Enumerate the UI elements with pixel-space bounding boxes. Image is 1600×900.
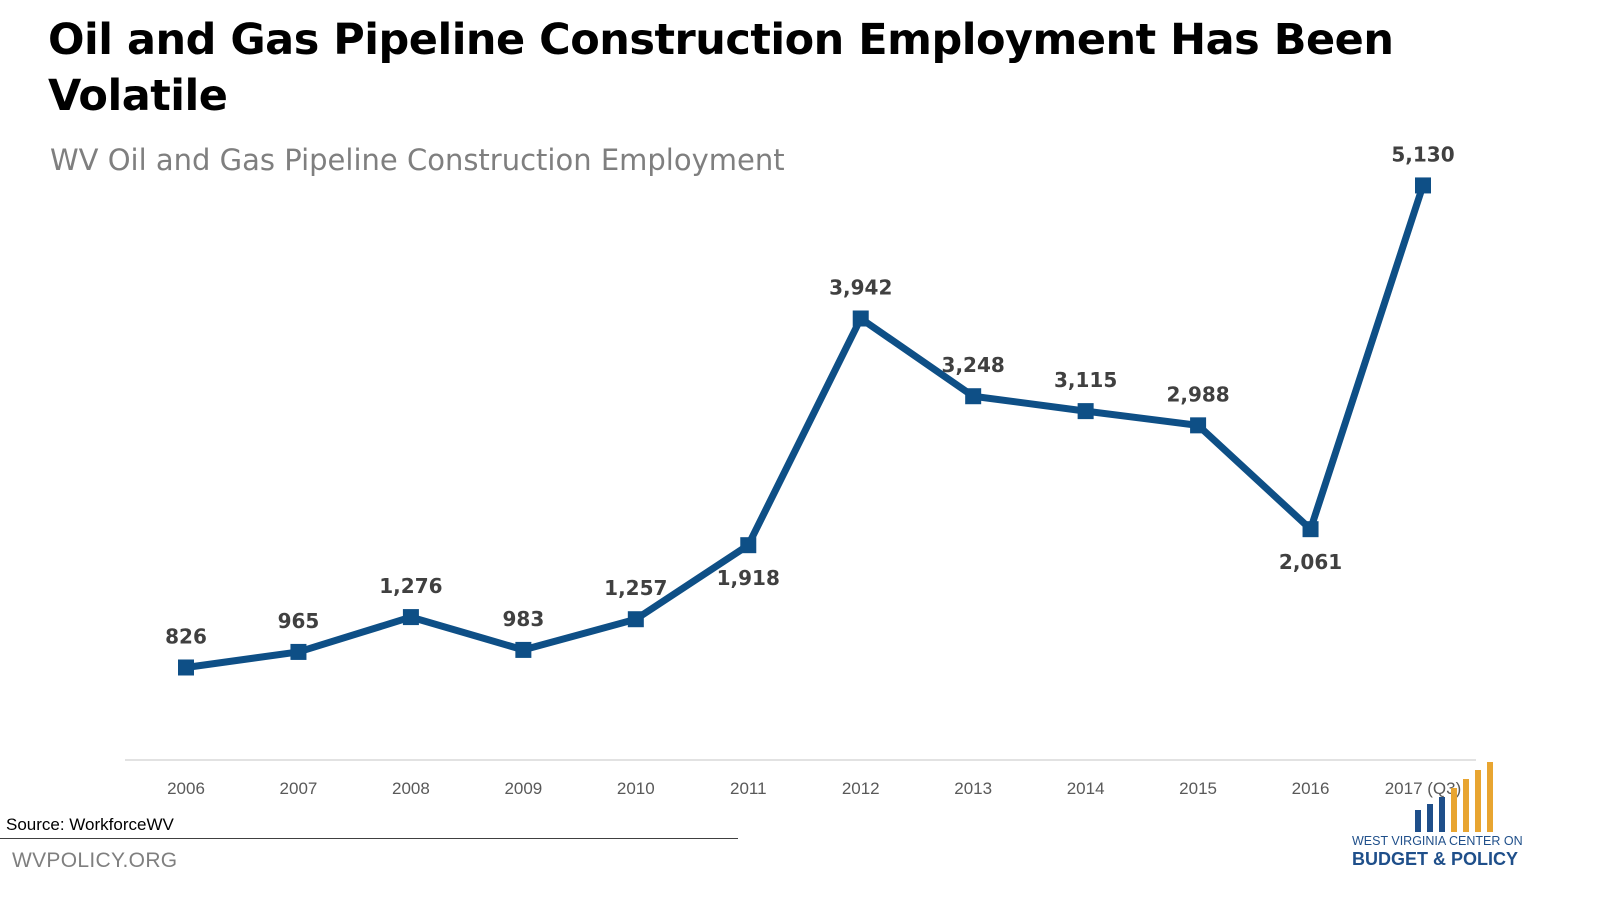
x-tick-label: 2007 (280, 779, 318, 798)
data-point-marker (1415, 177, 1431, 194)
footer-divider (0, 838, 738, 839)
data-label: 3,942 (829, 275, 892, 299)
logo-text-line2: BUDGET & POLICY (1352, 849, 1519, 869)
logo-bar (1463, 779, 1469, 832)
data-point-marker (740, 537, 757, 554)
x-tick-label: 2012 (842, 779, 880, 798)
footer-url: WVPOLICY.ORG (12, 849, 178, 872)
x-tick-label: 2017 (Q3) (1385, 779, 1462, 798)
series-line (182, 181, 1427, 671)
x-tick-label: 2010 (617, 779, 655, 798)
data-point-marker (627, 611, 644, 628)
x-axis-tick-labels: 2006 2007 2008 2009 2010 2011 2012 2013 2014 2015… (167, 779, 1461, 798)
chart-subtitle: WV Oil and Gas Pipeline Construction Emp… (50, 143, 785, 177)
logo-bar (1415, 810, 1421, 832)
data-point-marker (515, 641, 532, 658)
data-label: 2,988 (1166, 382, 1229, 406)
logo-bar (1439, 797, 1445, 832)
data-label: 1,276 (379, 574, 442, 598)
data-label: 1,257 (604, 576, 667, 600)
x-tick-label: 2016 (1292, 779, 1330, 798)
x-tick-label: 2009 (504, 779, 542, 798)
slide-title: Oil and Gas Pipeline Construction Employ… (48, 15, 1394, 121)
data-label: 5,130 (1391, 142, 1454, 166)
data-label: 2,061 (1279, 550, 1342, 574)
x-tick-label: 2011 (730, 779, 767, 798)
data-labels: 826 965 1,276 983 1,257 1,918 3,942 3,248 3,115 2… (165, 142, 1455, 648)
x-tick-label: 2014 (1067, 779, 1105, 798)
logo-bar (1475, 770, 1481, 832)
x-tick-label: 2013 (954, 779, 992, 798)
data-label: 826 (165, 624, 207, 648)
data-point-marker (178, 659, 194, 676)
logo-bar (1487, 762, 1493, 832)
data-label: 3,115 (1054, 368, 1117, 392)
x-tick-label: 2008 (392, 779, 430, 798)
data-label: 965 (278, 609, 320, 633)
data-point-marker (1302, 521, 1319, 538)
data-point-marker (402, 609, 419, 626)
data-point-marker (1077, 403, 1094, 420)
logo-text-line1: WEST VIRGINIA CENTER ON (1352, 834, 1523, 848)
logo-bar (1427, 804, 1433, 832)
source-note: Source: WorkforceWV (6, 815, 174, 834)
data-label: 983 (502, 607, 544, 631)
data-point-marker (852, 310, 869, 327)
x-tick-label: 2006 (167, 779, 205, 798)
data-label: 1,918 (717, 566, 780, 590)
data-point-marker (1190, 417, 1207, 434)
logo-bar (1451, 788, 1457, 832)
x-tick-label: 2015 (1179, 779, 1217, 798)
data-point-marker (290, 643, 307, 660)
data-label: 3,248 (942, 353, 1005, 377)
organization-logo: WEST VIRGINIA CENTER ON BUDGET & POLICY (1350, 760, 1590, 890)
data-point-marker (965, 388, 982, 405)
series-markers (178, 177, 1431, 676)
logo-bars-icon (1415, 762, 1493, 832)
